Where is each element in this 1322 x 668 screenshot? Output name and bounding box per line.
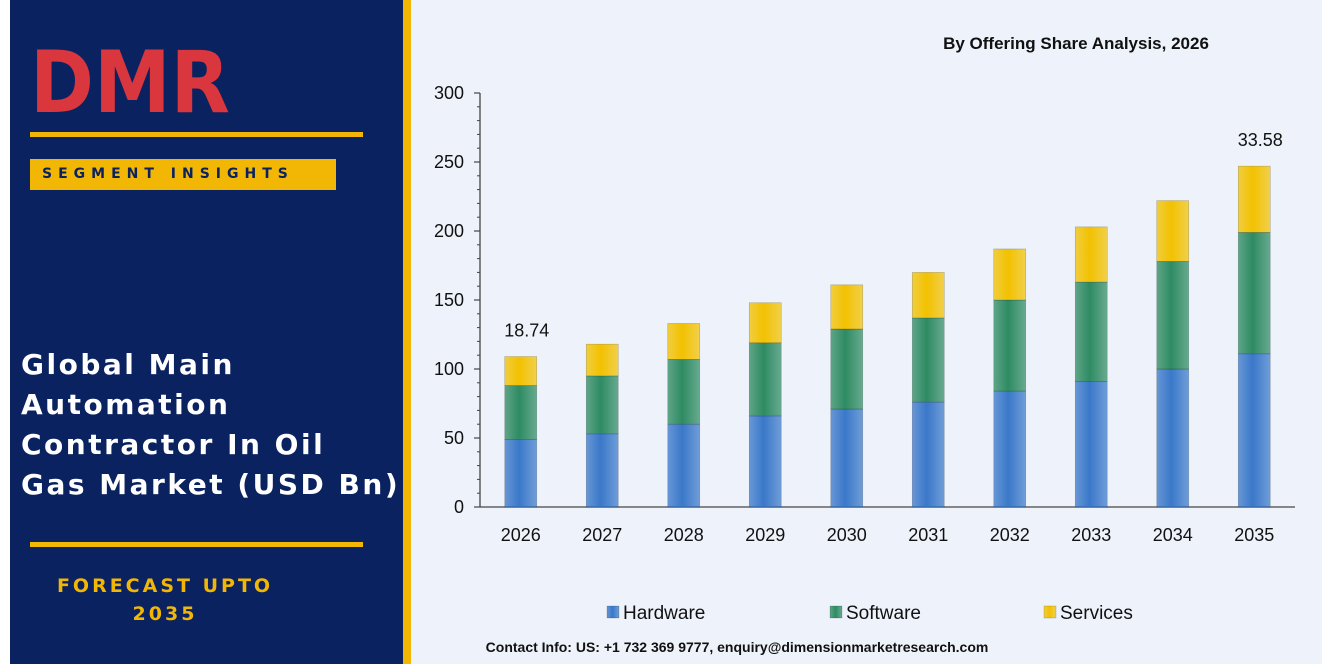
x-tick-label: 2034	[1153, 525, 1193, 545]
bar-software-2026	[504, 385, 538, 440]
y-tick-label: 100	[434, 359, 464, 379]
chart-title: By Offering Share Analysis, 2026	[943, 34, 1209, 53]
bar-hardware-2027	[585, 433, 619, 508]
bar-services-2035	[1237, 165, 1271, 233]
bottom-gold-line	[30, 542, 363, 547]
logo-text: DMR	[30, 38, 230, 120]
bar-hardware-2034	[1156, 368, 1190, 508]
x-tick-label: 2028	[664, 525, 704, 545]
bar-hardware-2026	[504, 439, 538, 508]
x-tick-label: 2031	[908, 525, 948, 545]
bar-hardware-2032	[993, 390, 1027, 508]
y-tick-label: 200	[434, 221, 464, 241]
bar-hardware-2030	[830, 408, 864, 508]
x-tick-label: 2027	[582, 525, 622, 545]
x-tick-label: 2033	[1071, 525, 1111, 545]
bar-services-2028	[667, 323, 701, 360]
bar-software-2034	[1156, 261, 1190, 370]
bar-services-2029	[748, 302, 782, 344]
y-tick-label: 250	[434, 152, 464, 172]
title-line: Global Main	[21, 348, 235, 381]
top-gold-line	[30, 132, 363, 137]
data-label: 18.74	[504, 321, 549, 341]
bar-software-2029	[748, 342, 782, 417]
bar-hardware-2031	[911, 401, 945, 508]
bar-services-2034	[1156, 200, 1190, 262]
bar-software-2030	[830, 328, 864, 410]
bar-services-2026	[504, 356, 538, 386]
left-panel	[10, 0, 403, 664]
y-tick-label: 50	[444, 428, 464, 448]
title-line: Automation	[21, 388, 231, 421]
bar-hardware-2035	[1237, 353, 1271, 508]
bar-services-2031	[911, 272, 945, 319]
legend-label-services: Services	[1060, 603, 1133, 624]
legend-swatch-software	[829, 605, 843, 619]
bar-software-2035	[1237, 232, 1271, 355]
bar-services-2033	[1074, 226, 1108, 283]
dmr-logo: DMR	[30, 38, 230, 120]
x-tick-label: 2032	[990, 525, 1030, 545]
x-tick-label: 2026	[501, 525, 541, 545]
bar-software-2028	[667, 359, 701, 425]
bar-hardware-2033	[1074, 381, 1108, 508]
legend-swatch-services	[1043, 605, 1057, 619]
contact-info: Contact Info: US: +1 732 369 9777, enqui…	[485, 639, 989, 655]
bar-services-2030	[830, 284, 864, 330]
legend-label-hardware: Hardware	[623, 603, 705, 624]
bar-services-2027	[585, 343, 619, 377]
bar-services-2032	[993, 248, 1027, 301]
legend-swatch-hardware	[606, 605, 620, 619]
bar-software-2033	[1074, 281, 1108, 382]
legend-label-software: Software	[846, 603, 921, 624]
data-label: 33.58	[1238, 130, 1283, 150]
x-tick-label: 2029	[745, 525, 785, 545]
forecast-label: FORECAST UPTO 2035	[30, 572, 300, 628]
stacked-bar-chart: By Offering Share Analysis, 2026 0 50 100 15…	[434, 34, 1295, 624]
bar-software-2032	[993, 299, 1027, 392]
bar-hardware-2029	[748, 415, 782, 508]
y-tick-label: 300	[434, 83, 464, 103]
y-tick-label: 0	[454, 497, 464, 517]
y-tick-label: 150	[434, 290, 464, 310]
segment-insights-badge: SEGMENT INSIGHTS	[30, 159, 336, 190]
forecast-year: 2035	[132, 603, 198, 625]
title-line: Gas Market (USD Bn)	[21, 468, 401, 501]
x-tick-label: 2030	[827, 525, 867, 545]
gold-divider-strip	[403, 0, 411, 664]
forecast-line: FORECAST UPTO	[56, 575, 274, 597]
bar-hardware-2028	[667, 423, 701, 508]
bar-software-2031	[911, 317, 945, 403]
title-line: Contractor In Oil	[21, 428, 326, 461]
page-title: Global Main Automation Contractor In Oil…	[21, 345, 401, 505]
bar-software-2027	[585, 375, 619, 435]
x-tick-label: 2035	[1234, 525, 1274, 545]
